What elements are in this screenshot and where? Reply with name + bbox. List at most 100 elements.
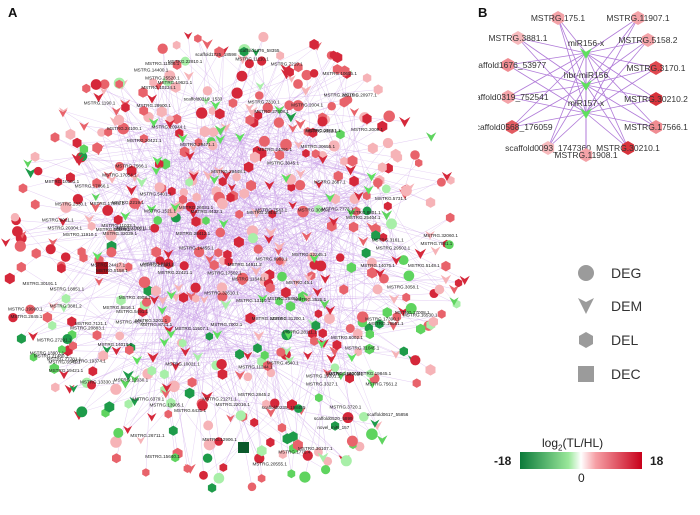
node-label: MSTRG.12245.1 (292, 252, 327, 257)
hexagon-node (209, 259, 219, 271)
node-label: MSTRG.5491.1 (116, 309, 148, 314)
edge (72, 341, 165, 346)
node-label: scaffold1725_18598 (195, 52, 237, 57)
edge (61, 177, 287, 350)
circle-node (105, 229, 117, 241)
circle-node (115, 331, 125, 341)
v-node (220, 122, 231, 133)
hexagon-icon (579, 332, 593, 348)
circle-node (362, 206, 372, 216)
edge (114, 121, 172, 295)
circle-node (216, 197, 227, 208)
hexagon-node (415, 158, 423, 168)
circle-node (62, 334, 73, 345)
hexagon-node (332, 52, 343, 63)
hexagon-node (194, 138, 203, 147)
node-label: MSTRG.10655.1 (322, 71, 357, 76)
hexagon-node (361, 247, 371, 259)
edge (358, 195, 440, 290)
legend-deg-label: DEG (611, 265, 642, 281)
edge (176, 44, 352, 213)
circle-node (232, 172, 241, 182)
hexagon-node (412, 378, 421, 388)
edge (223, 223, 373, 435)
node-label: MSTRG.27291.1 (37, 337, 72, 342)
v-node (304, 273, 313, 282)
edge (585, 52, 657, 69)
edge (103, 90, 369, 190)
edge (297, 105, 334, 222)
circle-node (168, 380, 180, 393)
hexagon-node (298, 291, 308, 303)
hexagon-node (511, 31, 525, 45)
v-node (210, 100, 221, 110)
circle-node (157, 43, 168, 54)
network-a-labels: novel_miR_157MSTRG.7773.1MSTRG.1775.4MST… (8, 48, 458, 466)
v-node (294, 119, 306, 130)
network-b-node: MSTRG.30210.1 (596, 141, 660, 155)
v-node (157, 295, 169, 306)
v-node (183, 31, 193, 40)
edge (189, 155, 253, 487)
node-label: MSTRG.28111.1 (283, 330, 317, 335)
v-node (160, 389, 171, 399)
edge (217, 334, 328, 373)
circle-node (141, 297, 152, 307)
hexagon-node (178, 194, 187, 205)
node-label: MSTRG.22016.1 (215, 402, 250, 407)
edge (321, 313, 442, 344)
hexagon-node (621, 141, 635, 155)
hexagon-node (263, 360, 273, 372)
v-node (281, 173, 292, 183)
edge (83, 122, 154, 258)
v-node (58, 107, 68, 116)
circle-node (247, 233, 259, 244)
hexagon-node (250, 417, 259, 428)
node-label: MSTRG.10021.1 (165, 362, 200, 367)
circle-node (346, 435, 358, 447)
v-node (188, 209, 199, 219)
node-label: MSTRG.6431.1 (174, 408, 206, 413)
v-node (328, 217, 339, 227)
node-label: MSTRG.17566.1 (624, 122, 688, 132)
hexagon-node (104, 401, 115, 413)
edge (547, 84, 587, 149)
node-label: MSTRG.9121.1 (143, 262, 175, 267)
hexagon-node (124, 262, 133, 272)
hexagon-node (318, 328, 327, 339)
v-node (23, 159, 33, 168)
v-node (440, 274, 452, 285)
circle-node (14, 240, 26, 252)
hexagon-node (218, 177, 227, 187)
hexagon-node (87, 221, 96, 231)
v-node (151, 166, 162, 176)
v-node (188, 171, 199, 182)
v-node (390, 349, 401, 359)
hexagon-node (416, 323, 426, 335)
node-label: scaffold0568_176059 (478, 122, 553, 132)
edge (220, 139, 269, 284)
node-label: MSTRG.32060.1 (423, 233, 458, 238)
network-a-nodes (1, 31, 470, 493)
v-node (448, 284, 460, 295)
circle-node (243, 372, 253, 382)
edge (132, 170, 176, 208)
v-node (237, 54, 249, 65)
node-label: MSTRG.20883.1 (70, 326, 105, 331)
node-label: MSTRG.12030.1 (114, 378, 149, 383)
hexagon-node (143, 285, 154, 297)
hexagon-node (178, 338, 187, 348)
v-node (376, 435, 388, 445)
edge (547, 112, 587, 149)
node-label: MSTRG.30107.1 (298, 446, 333, 451)
circle-node (299, 471, 311, 483)
edge (189, 155, 313, 258)
v-node (346, 208, 357, 218)
v-node (220, 299, 232, 310)
node-label: MSTRG.22810.1 (168, 59, 203, 64)
edge (145, 299, 155, 473)
edge (321, 324, 431, 344)
node-label: MSTRG.30191.1 (23, 281, 58, 286)
circle-node (276, 347, 286, 357)
v-node (147, 413, 157, 422)
